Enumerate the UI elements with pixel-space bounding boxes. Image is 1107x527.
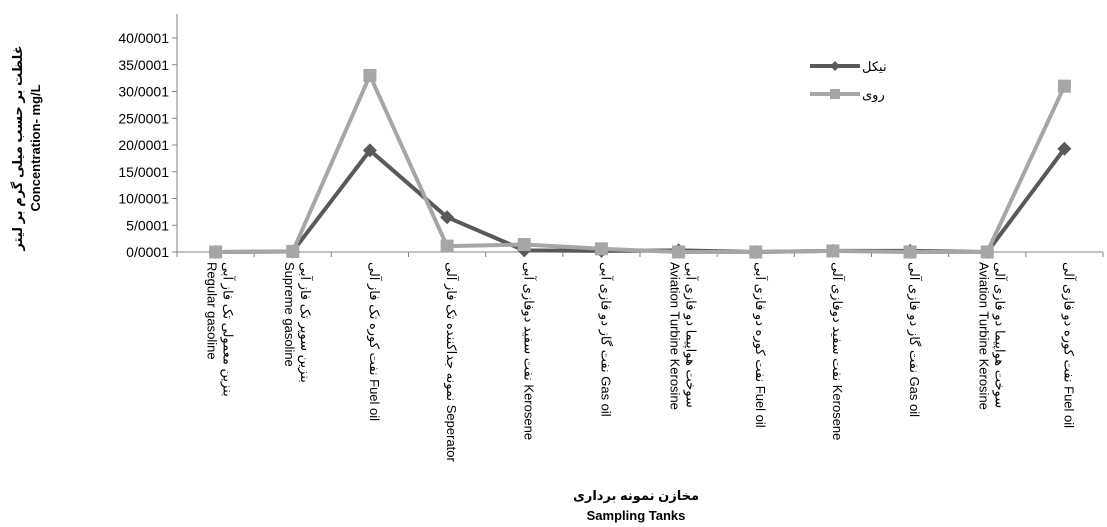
series-2 <box>209 68 1071 259</box>
data-point-diamond <box>362 143 377 158</box>
legend-swatch-marker <box>830 89 840 99</box>
series-1 <box>208 141 1072 259</box>
data-point-diamond <box>1057 141 1072 156</box>
y-tick-label: 10/0001 <box>118 191 169 207</box>
data-point-square <box>286 244 300 258</box>
data-point-square <box>363 68 377 82</box>
legend-label: نیکل <box>862 59 887 74</box>
x-category-label: نفت کوره تک فاز آلی Fuel oil <box>366 262 383 421</box>
x-category-label: نفت گاز دو فازی آبی Gas oil <box>597 262 614 417</box>
y-tick-label: 25/0001 <box>118 110 169 126</box>
x-category-label: سوخت هواپیما دو فازی آبیAviation Turbine… <box>668 262 700 410</box>
x-category-label-line: نفت کوره دو فازی آبی Fuel oil <box>752 262 769 428</box>
x-category-label: نفت کوره دو فازی آبی Fuel oil <box>752 262 769 428</box>
x-category-label: نفت سفید دوفازی آلی Kerosene <box>829 262 846 440</box>
x-category-label-line: نفت گاز دو فازی آبی Gas oil <box>597 262 614 417</box>
series-line <box>215 147 1067 254</box>
data-point-square <box>594 242 608 256</box>
legend-label: روی <box>862 87 885 103</box>
x-category-label-line: بنزین سوپر تک فاز آبی <box>297 262 314 383</box>
x-category-label-line: سوخت هواپیما دو فازی آبی <box>683 262 700 408</box>
x-category-label: نفت کوره دو فازی آلی Fuel oil <box>1060 262 1077 428</box>
x-category-label: نفت گاز دو فازی آلی Gas oil <box>906 262 923 417</box>
x-axis: بنزین معمولی تک فاز آبیRegular gasoline ب… <box>176 251 1104 463</box>
x-category-label-line: نفت کوره تک فاز آلی Fuel oil <box>366 262 383 421</box>
series-line <box>215 73 1067 254</box>
x-category-label-line: نفت کوره دو فازی آلی Fuel oil <box>1060 262 1077 428</box>
x-category-label-line: نفت گاز دو فازی آلی Gas oil <box>906 262 923 417</box>
x-category-label-line: نمونه جداکننده تک فاز آلی Seperator <box>443 262 460 463</box>
y-tick-label: 35/0001 <box>118 57 169 73</box>
data-point-square <box>209 245 223 259</box>
y-axis-title-en: Concentration- mg/L <box>28 84 43 211</box>
x-category-label-line: Supreme gasoline <box>282 262 297 367</box>
x-category-label: سوخت هواپیما دو فازی آلیAviation Turbine… <box>976 262 1008 410</box>
y-axis: 0/0001 5/0001 10/0001 15/0001 20/0001 25/0001… <box>118 14 178 260</box>
x-axis-title-en: Sampling Tanks <box>587 508 686 523</box>
data-point-square <box>672 245 686 259</box>
x-category-label-line: Regular gasoline <box>205 262 220 360</box>
data-point-diamond <box>440 210 455 225</box>
x-category-label: بنزین معمولی تک فاز آبیRegular gasoline <box>205 262 237 397</box>
data-point-square <box>980 245 994 259</box>
data-point-square <box>749 245 763 259</box>
x-category-label: بنزین سوپر تک فاز آبیSupreme gasoline <box>282 262 314 383</box>
y-tick-label: 5/0001 <box>126 217 169 233</box>
x-axis-title-fa: مخازن نمونه برداری <box>573 488 699 503</box>
chart-series <box>208 68 1072 259</box>
legend-item: روی <box>810 87 885 103</box>
y-tick-label: 30/0001 <box>118 84 169 100</box>
x-category-label-line: سوخت هواپیما دو فازی آلی <box>991 262 1008 408</box>
legend-swatch-marker <box>830 61 840 71</box>
y-tick-label: 20/0001 <box>118 137 169 153</box>
x-category-label: نفت سفید دوفازی آبی Kerosene <box>520 262 537 440</box>
data-point-square <box>903 245 917 259</box>
y-tick-label: 15/0001 <box>118 164 169 180</box>
x-category-label: نمونه جداکننده تک فاز آلی Seperator <box>443 262 460 463</box>
x-category-label-line: Aviation Turbine Kerosine <box>976 262 991 410</box>
x-category-label-line: بنزین معمولی تک فاز آبی <box>220 262 237 397</box>
data-point-square <box>826 244 840 258</box>
legend: نیکل روی <box>810 59 887 103</box>
y-tick-label: 0/0001 <box>126 244 169 260</box>
y-axis-title-fa: غلظت بر حسب میلی گرم بر لیتر <box>10 45 26 251</box>
y-tick-label: 40/0001 <box>118 30 169 46</box>
x-category-label-line: نفت سفید دوفازی آبی Kerosene <box>520 262 537 440</box>
data-point-square <box>440 239 454 253</box>
x-category-label-line: Aviation Turbine Kerosine <box>668 262 683 410</box>
data-point-square <box>1057 79 1071 93</box>
data-point-square <box>517 238 531 252</box>
x-category-label-line: نفت سفید دوفازی آلی Kerosene <box>829 262 846 440</box>
legend-item: نیکل <box>810 59 887 74</box>
